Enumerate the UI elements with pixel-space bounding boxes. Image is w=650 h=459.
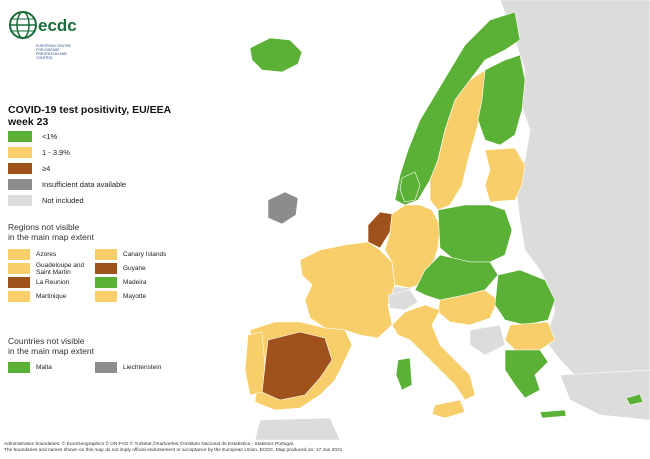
logo-subtext: EUROPEAN CENTRE FOR DISEASE PREVENTION A…: [36, 44, 72, 60]
legend-label: Not included: [42, 195, 84, 205]
legend-swatch: [95, 277, 117, 288]
legend-label: <1%: [42, 131, 58, 141]
logo-text: ecdc: [38, 16, 77, 35]
regions-heading-line2: in the main map extent: [8, 232, 94, 242]
region-item: Guadeloupe and Saint Martin: [8, 261, 95, 276]
finland-region: [477, 54, 526, 146]
region-item: Azores: [8, 249, 95, 260]
romania-region: [494, 269, 556, 326]
footer-line2: The boundaries and names shown on this m…: [4, 448, 343, 453]
iceland-region: [249, 37, 303, 73]
main-legend: <1% 1 - 3.9% ≥4 Insufficient data availa…: [8, 128, 126, 208]
region-item: Canary Islands: [95, 249, 182, 260]
legend-swatch: [8, 162, 32, 174]
legend-swatch: [8, 277, 30, 288]
regions-heading-line1: Regions not visible: [8, 222, 80, 232]
country-item: Malta: [8, 362, 95, 373]
baltic-states-region: [484, 147, 526, 203]
globe-icon: [9, 11, 37, 39]
legend-swatch: [8, 291, 30, 302]
legend-label: ≥4: [42, 163, 51, 173]
footer-line1: Administrative boundaries: © EuroGeograp…: [4, 442, 295, 447]
region-item: Martinique: [8, 291, 95, 302]
legend-swatch: [8, 194, 32, 206]
legend-label: 1 - 3.9%: [42, 147, 70, 157]
title-line1: COVID-19 test positivity, EU/EEA: [8, 104, 172, 116]
switzerland-region: [387, 289, 419, 311]
legend-swatch: [8, 249, 30, 260]
legend-item: <1%: [8, 128, 126, 144]
region-label: La Reunion: [36, 279, 70, 286]
italy-region: [391, 304, 476, 401]
portugal-region: [244, 331, 266, 396]
region-item: Mayotte: [95, 291, 182, 302]
regions-legend: Azores Canary Islands Guadeloupe and Sai…: [8, 249, 182, 302]
legend-swatch: [8, 130, 32, 142]
legend-item: Not included: [8, 192, 126, 208]
map-title: COVID-19 test positivity, EU/EEA week 23: [8, 104, 183, 128]
cyprus-region: [625, 393, 644, 406]
region-label: Martinique: [36, 293, 67, 300]
legend-swatch: [8, 362, 30, 373]
sardinia-region: [395, 357, 413, 391]
region-label: Mayotte: [123, 293, 147, 300]
hungary-region: [437, 289, 499, 326]
legend-swatch: [8, 263, 30, 274]
legend-label: Insufficient data available: [42, 179, 127, 189]
legend-swatch: [95, 362, 117, 373]
legend-swatch: [8, 146, 32, 158]
regions-heading: Regions not visible in the main map exte…: [8, 222, 188, 242]
region-item: La Reunion: [8, 277, 95, 288]
region-label: Guadeloupe and Saint Martin: [36, 261, 85, 276]
legend-swatch: [8, 178, 32, 190]
countries-heading: Countries not visible in the main map ex…: [8, 336, 188, 356]
legend-item: 1 - 3.9%: [8, 144, 126, 160]
ecdc-logo: [8, 6, 78, 56]
countries-heading-line2: in the main map extent: [8, 346, 94, 356]
region-label: Guyane: [123, 265, 146, 272]
legend-item: Insufficient data available: [8, 176, 126, 192]
legend-swatch: [95, 249, 117, 260]
countries-heading-line1: Countries not visible: [8, 336, 85, 346]
country-label: Malta: [36, 364, 52, 371]
france-region: [299, 241, 396, 339]
country-label: Liechtenstein: [123, 364, 162, 371]
bulgaria-region: [504, 321, 556, 351]
denmark-region: [399, 171, 421, 203]
title-line2: week 23: [8, 116, 49, 128]
crete-region: [539, 409, 567, 419]
country-item: Liechtenstein: [95, 362, 182, 373]
region-item: Guyane: [95, 263, 182, 274]
poland-region: [437, 204, 513, 263]
sicily-region: [431, 399, 466, 419]
greece-region: [504, 349, 549, 399]
legend-item: ≥4: [8, 160, 126, 176]
map-footer: Administrative boundaries: © EuroGeograp…: [4, 442, 644, 454]
region-label: Madeira: [123, 279, 147, 286]
region-item: Madeira: [95, 277, 182, 288]
countries-legend: Malta Liechtenstein: [8, 362, 182, 373]
ireland-region: [267, 191, 299, 225]
legend-swatch: [95, 291, 117, 302]
region-label: Canary Islands: [123, 251, 167, 258]
legend-swatch: [95, 263, 117, 274]
region-label: Azores: [36, 251, 57, 258]
